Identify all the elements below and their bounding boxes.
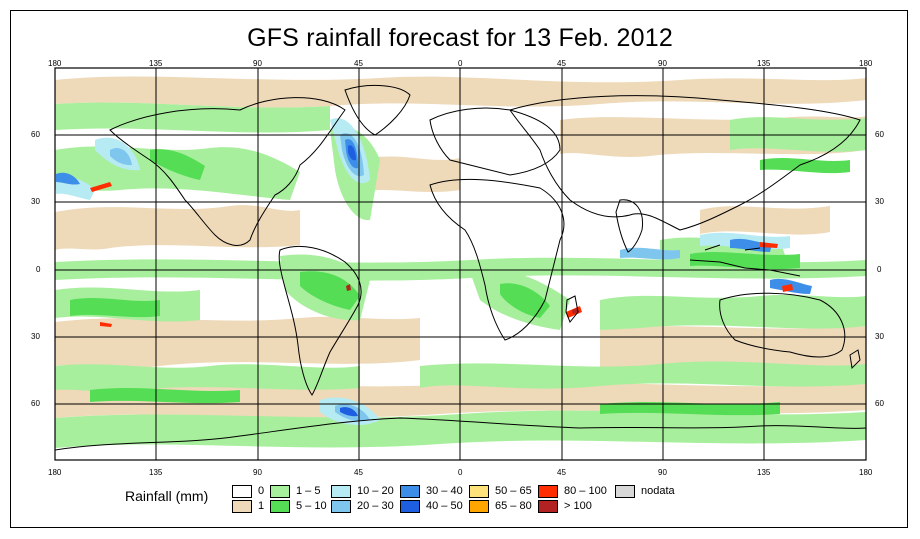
left-tick: 60 — [31, 130, 40, 139]
legend-swatch — [331, 500, 351, 513]
legend-label: 40 – 50 — [426, 500, 463, 512]
map-title: GFS rainfall forecast for 13 Feb. 2012 — [247, 24, 673, 52]
legend-label: 10 – 20 — [357, 485, 394, 497]
legend-label: 30 – 40 — [426, 485, 463, 497]
bottom-tick: 180 — [48, 468, 62, 477]
top-tick: 180 — [48, 59, 62, 68]
bottom-tick: 180 — [859, 468, 873, 477]
south-america-outline — [278, 245, 362, 396]
legend-swatch — [400, 485, 420, 498]
north-america-outline — [109, 97, 346, 246]
right-tick: 0 — [877, 265, 882, 274]
legend-swatch — [270, 485, 290, 498]
legend-swatch — [232, 500, 252, 513]
bottom-tick: 135 — [149, 468, 163, 477]
top-tick: 45 — [354, 59, 363, 68]
top-tick: 90 — [253, 59, 262, 68]
left-tick: 30 — [31, 197, 40, 206]
madagascar-outline — [565, 295, 579, 323]
africa-outline — [429, 178, 565, 341]
right-tick: 60 — [875, 399, 884, 408]
legend-swatch — [232, 485, 252, 498]
legend-label: 1 – 5 — [296, 485, 321, 497]
legend-swatch — [331, 485, 351, 498]
europe-outline — [429, 107, 561, 176]
rain-40-50mm-areas — [340, 145, 358, 417]
legend-title: Rainfall (mm) — [125, 488, 209, 504]
top-tick: 135 — [149, 59, 163, 68]
legend-label: > 100 — [564, 500, 592, 512]
bottom-tick: 90 — [253, 468, 262, 477]
legend-label: 1 — [258, 500, 265, 512]
legend-swatch — [400, 500, 420, 513]
greenland-outline — [344, 85, 411, 136]
bottom-tick: 135 — [757, 468, 771, 477]
indonesia-outline — [689, 244, 801, 277]
bottom-tick: 45 — [354, 468, 363, 477]
top-tick: 45 — [557, 59, 566, 68]
bottom-tick: 45 — [557, 468, 566, 477]
rain-5-10mm-areas — [70, 149, 850, 416]
top-tick: 180 — [859, 59, 873, 68]
left-tick: 0 — [36, 265, 41, 274]
legend-label: 80 – 100 — [564, 485, 607, 497]
left-tick: 30 — [31, 332, 40, 341]
legend-swatch — [538, 485, 558, 498]
bottom-tick: 90 — [658, 468, 667, 477]
top-tick: 90 — [658, 59, 667, 68]
legend-swatch — [538, 500, 558, 513]
top-tick: 0 — [458, 59, 463, 68]
left-tick: 60 — [31, 399, 40, 408]
legend-swatch — [615, 485, 635, 498]
right-tick: 30 — [875, 197, 884, 206]
legend-label: 20 – 30 — [357, 500, 394, 512]
legend-label: nodata — [641, 485, 675, 497]
graticule — [55, 68, 866, 460]
legend-swatch — [469, 500, 489, 513]
india-outline — [615, 199, 644, 253]
top-tick: 135 — [757, 59, 771, 68]
bottom-tick: 0 — [458, 468, 463, 477]
legend-swatch — [270, 500, 290, 513]
legend-label: 50 – 65 — [495, 485, 532, 497]
legend-swatch — [469, 485, 489, 498]
legend-label: 0 — [258, 485, 265, 497]
australia-outline — [719, 292, 846, 358]
right-tick: 30 — [875, 332, 884, 341]
map-border — [54, 67, 867, 461]
right-tick: 60 — [875, 130, 884, 139]
legend-label: 5 – 10 — [296, 500, 327, 512]
new-zealand-outline — [849, 349, 861, 370]
legend-label: 65 – 80 — [495, 500, 532, 512]
antarctica-outline — [55, 417, 866, 451]
